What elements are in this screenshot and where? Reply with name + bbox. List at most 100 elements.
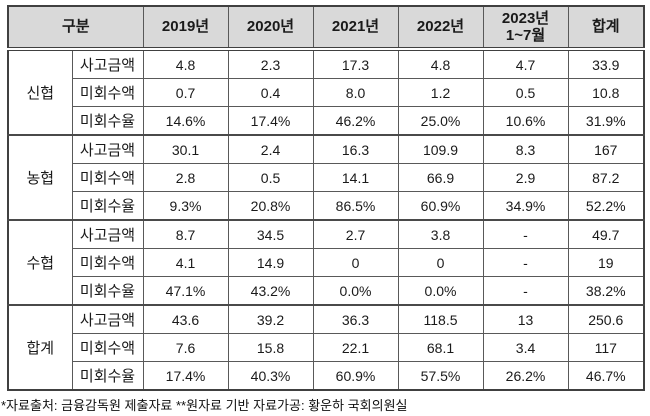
table-cell: 39.2 xyxy=(227,304,314,334)
table-cell: 0.0% xyxy=(312,276,399,306)
table-cell: 2.8 xyxy=(142,163,229,192)
table-row: 농협 사고금액 30.1 2.4 16.3 109.9 8.3 167 xyxy=(7,134,645,221)
table-row: 미회수액 4.1 14.9 0 0 - 19 xyxy=(8,248,645,277)
col-header-2023-jan-jul: 2023년 1~7월 xyxy=(482,5,569,51)
metric-label: 사고금액 xyxy=(71,219,144,249)
metric-label: 미회수액 xyxy=(71,78,144,107)
metric-label: 사고금액 xyxy=(71,304,144,334)
col-header-2019: 2019년 xyxy=(142,5,229,51)
metric-label: 미회수율 xyxy=(71,191,144,221)
col-header-2022: 2022년 xyxy=(397,5,484,51)
source-footnote: *자료출처: 금융감독원 제출자료 **원자료 기반 자료가공: 황운하 국회의… xyxy=(1,398,408,413)
table-cell: 60.9% xyxy=(397,191,484,221)
table-cell: 33.9 xyxy=(567,48,645,79)
table-cell: 3.8 xyxy=(397,219,484,249)
table-cell: 22.1 xyxy=(312,333,399,362)
metric-label: 사고금액 xyxy=(71,134,144,164)
table-cell: 20.8% xyxy=(227,191,314,221)
table-cell: 43.6 xyxy=(142,304,229,334)
table-row: 미회수액 7.6 15.8 22.1 68.1 3.4 117 xyxy=(8,333,645,362)
table-cell: 40.3% xyxy=(227,361,314,391)
table-cell: 8.7 xyxy=(142,219,229,249)
table-cell: 30.1 xyxy=(142,134,229,164)
table-cell: 4.8 xyxy=(142,48,229,79)
table-cell: 1.2 xyxy=(397,78,484,107)
table-row: 미회수율 47.1% 43.2% 0.0% 0.0% - 38.2% xyxy=(8,276,645,306)
table-cell: 34.5 xyxy=(227,219,314,249)
table-cell: 9.3% xyxy=(142,191,229,221)
table-cell: 4.7 xyxy=(482,48,569,79)
group-suhyup: 수협 사고금액 8.7 34.5 2.7 3.8 - 49.7 미회수액 4.1… xyxy=(7,219,645,306)
col-header-total: 합계 xyxy=(567,5,645,51)
table-cell: 14.6% xyxy=(142,106,229,136)
table-cell: 25.0% xyxy=(397,106,484,136)
table-cell: 68.1 xyxy=(397,333,484,362)
metric-label: 사고금액 xyxy=(71,48,144,79)
table-cell: 167 xyxy=(567,134,645,164)
col-header-2021: 2021년 xyxy=(312,5,399,51)
table-cell: 60.9% xyxy=(312,361,399,391)
table-row: 미회수액 2.8 0.5 14.1 66.9 2.9 87.2 xyxy=(8,163,645,192)
table-cell: 2.3 xyxy=(227,48,314,79)
table-cell: 49.7 xyxy=(567,219,645,249)
table-cell: 0.7 xyxy=(142,78,229,107)
table-cell: 86.5% xyxy=(312,191,399,221)
metric-label: 미회수율 xyxy=(71,106,144,136)
table-cell: 0.5 xyxy=(227,163,314,192)
table-cell: 26.2% xyxy=(482,361,569,391)
table-cell: 118.5 xyxy=(397,304,484,334)
col-header-2020: 2020년 xyxy=(227,5,314,51)
accident-amounts-table: 구분 2019년 2020년 2021년 2022년 2023년 1~7월 합계… xyxy=(7,5,646,391)
table-cell: 8.0 xyxy=(312,78,399,107)
table-cell: 10.8 xyxy=(567,78,645,107)
table-row: 합계 사고금액 43.6 39.2 36.3 118.5 13 250.6 xyxy=(7,304,645,391)
group-label-nonghyup: 농협 xyxy=(7,134,73,221)
table-cell: 15.8 xyxy=(227,333,314,362)
table-row: 미회수율 9.3% 20.8% 86.5% 60.9% 34.9% 52.2% xyxy=(8,191,645,221)
table-cell: 13 xyxy=(482,304,569,334)
table-cell: 117 xyxy=(567,333,645,362)
table-cell: - xyxy=(482,219,569,249)
table-cell: 2.7 xyxy=(312,219,399,249)
table-row: 미회수율 14.6% 17.4% 46.2% 25.0% 10.6% 31.9% xyxy=(8,106,645,136)
table-cell: 19 xyxy=(567,248,645,277)
table-cell: 17.3 xyxy=(312,48,399,79)
table-cell: 17.4% xyxy=(142,361,229,391)
table-cell: 4.1 xyxy=(142,248,229,277)
metric-label: 미회수율 xyxy=(71,276,144,306)
table-row: 신협 사고금액 4.8 2.3 17.3 4.8 4.7 33.9 xyxy=(7,48,645,136)
table-cell: 16.3 xyxy=(312,134,399,164)
metric-label: 미회수액 xyxy=(71,163,144,192)
group-label-total: 합계 xyxy=(7,304,73,391)
table-cell: 87.2 xyxy=(567,163,645,192)
col-header-gubun: 구분 xyxy=(7,5,144,51)
table-row: 미회수율 17.4% 40.3% 60.9% 57.5% 26.2% 46.7% xyxy=(8,361,645,391)
table-cell: - xyxy=(482,276,569,306)
group-nonghyup: 농협 사고금액 30.1 2.4 16.3 109.9 8.3 167 미회수액… xyxy=(7,134,645,221)
table-cell: 3.4 xyxy=(482,333,569,362)
table-cell: 14.9 xyxy=(227,248,314,277)
group-total: 합계 사고금액 43.6 39.2 36.3 118.5 13 250.6 미회… xyxy=(7,304,645,391)
table-cell: 2.9 xyxy=(482,163,569,192)
table-cell: 43.2% xyxy=(227,276,314,306)
table-cell: 47.1% xyxy=(142,276,229,306)
metric-label: 미회수율 xyxy=(71,361,144,391)
group-shinhyup: 신협 사고금액 4.8 2.3 17.3 4.8 4.7 33.9 미회수액 0… xyxy=(7,48,645,136)
table-cell: 0 xyxy=(312,248,399,277)
table-cell: 0 xyxy=(397,248,484,277)
table-cell: 36.3 xyxy=(312,304,399,334)
table-cell: 7.6 xyxy=(142,333,229,362)
table-cell: 57.5% xyxy=(397,361,484,391)
table-cell: 66.9 xyxy=(397,163,484,192)
table-cell: 46.2% xyxy=(312,106,399,136)
table-cell: 4.8 xyxy=(397,48,484,79)
table-cell: 109.9 xyxy=(397,134,484,164)
group-label-suhyup: 수협 xyxy=(7,219,73,306)
table-cell: 0.0% xyxy=(397,276,484,306)
table-cell: 34.9% xyxy=(482,191,569,221)
table-cell: 250.6 xyxy=(567,304,645,334)
table-cell: 52.2% xyxy=(567,191,645,221)
metric-label: 미회수액 xyxy=(71,333,144,362)
table-cell: 31.9% xyxy=(567,106,645,136)
table-cell: 0.5 xyxy=(482,78,569,107)
